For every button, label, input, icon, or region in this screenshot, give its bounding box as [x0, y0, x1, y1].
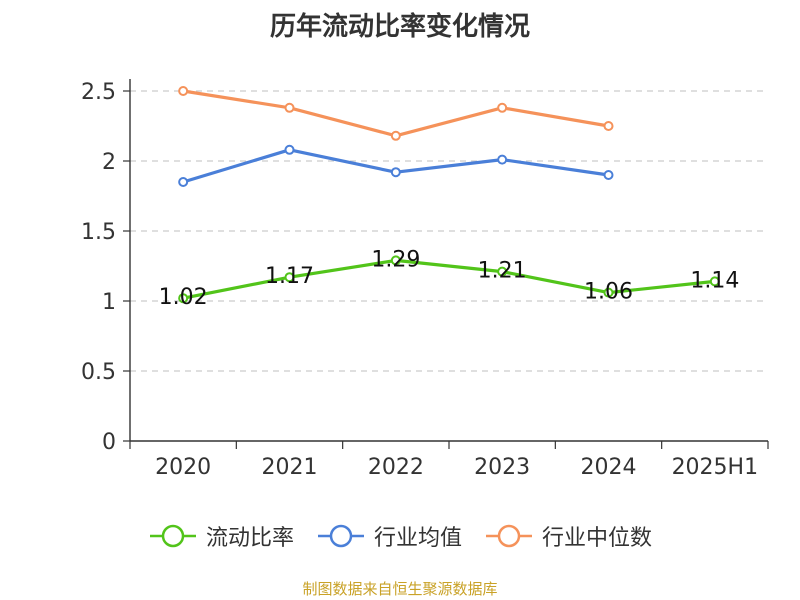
- data-point: [178, 177, 189, 187]
- data-point: [178, 86, 189, 96]
- data-labels: 1.02 1.17 1.29 1.21 1.06 1.14: [159, 247, 740, 310]
- x-tick-label: 2025H1: [672, 455, 759, 480]
- data-point: [603, 287, 614, 298]
- x-tick-label: 2023: [474, 455, 530, 480]
- y-tick-label: 0.5: [81, 360, 116, 385]
- data-point: [497, 102, 508, 113]
- chart-title: 历年流动比率变化情况: [269, 12, 530, 42]
- x-tick-label: 2021: [262, 455, 318, 480]
- data-label: 1.29: [371, 247, 420, 272]
- x-tick-label: 2020: [155, 455, 211, 480]
- series-line-0: [181, 258, 717, 300]
- legend-swatch: [486, 524, 532, 548]
- data-point: [603, 121, 614, 131]
- data-point: [390, 255, 401, 266]
- data-point: [178, 293, 189, 304]
- data-point: [603, 170, 614, 180]
- legend-label: 行业均值: [373, 526, 462, 551]
- line-chart: 0 0.5 1 1.5 2 2.5 2020 2021 2022 2023 2024 2025H1 1…: [81, 79, 769, 480]
- legend-swatch: [149, 524, 196, 548]
- data-point: [497, 154, 508, 165]
- data-label: 1.06: [584, 280, 633, 305]
- data-label: 1.17: [265, 264, 314, 289]
- x-tick-label: 2022: [368, 455, 424, 480]
- legend-swatch: [317, 524, 364, 548]
- legend-item[interactable]: 行业均值: [316, 520, 462, 552]
- axes: 0 0.5 1 1.5 2 2.5 2020 2021 2022 2023 2024 2025H1: [81, 79, 769, 480]
- data-label: 1.14: [690, 268, 739, 293]
- data-point: [390, 130, 401, 141]
- data-point: [284, 272, 295, 283]
- data-point: [284, 144, 295, 155]
- legend-label: 行业中位数: [542, 526, 653, 551]
- legend-item[interactable]: 行业中位数: [484, 520, 652, 552]
- data-point: [390, 167, 401, 178]
- legend-swatch-marker: [329, 524, 353, 548]
- legend-label: 流动比率: [205, 526, 294, 551]
- data-label: 1.21: [478, 259, 527, 284]
- series-line-2: [181, 89, 611, 138]
- legend: 流动比率 行业均值 行业中位数: [0, 520, 800, 552]
- source-note: 制图数据来自恒生聚源数据库: [302, 580, 498, 598]
- y-tick-label: 2: [102, 150, 116, 175]
- legend-swatch-marker: [161, 524, 185, 548]
- data-label: 1.02: [159, 285, 208, 310]
- series-lines: [178, 86, 720, 304]
- data-point: [284, 102, 295, 113]
- grid-lines: [130, 90, 768, 372]
- y-tick-label: 1.5: [81, 220, 116, 245]
- legend-item[interactable]: 流动比率: [148, 520, 294, 552]
- legend-swatch-marker: [497, 524, 521, 548]
- data-point: [709, 276, 720, 287]
- y-tick-label: 1: [102, 290, 116, 315]
- data-point: [497, 266, 508, 277]
- x-tick-label: 2024: [581, 455, 637, 480]
- y-tick-label: 0: [102, 430, 116, 455]
- y-tick-label: 2.5: [81, 80, 116, 105]
